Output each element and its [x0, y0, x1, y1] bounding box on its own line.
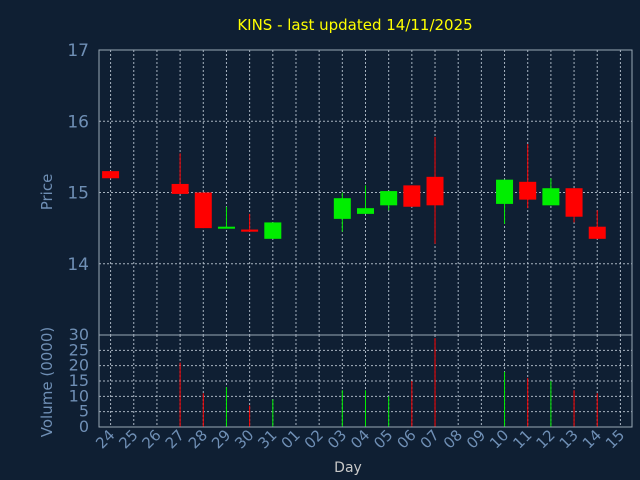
candle-body [241, 229, 259, 232]
candle-24 [102, 171, 120, 179]
price-axis: 14 15 16 17 [67, 41, 89, 275]
x-tick-label: 15 [602, 426, 628, 452]
price-tick-label: 14 [67, 255, 89, 275]
volume-tick-label: 10 [69, 386, 89, 405]
volume-tick-label: 30 [69, 325, 89, 344]
candle-body [264, 222, 282, 239]
candle-body [542, 188, 560, 206]
candle-body [496, 179, 514, 204]
x-axis-label: Day [334, 460, 362, 476]
candle-27 [171, 153, 189, 194]
candle-body [426, 176, 444, 206]
candle-07 [426, 136, 444, 244]
candles [102, 136, 606, 244]
price-axis-label: Price [38, 174, 56, 211]
volume-tick-label: 0 [79, 417, 89, 436]
volume-tick-label: 5 [79, 402, 89, 421]
candle-05 [380, 191, 398, 211]
candle-body [519, 181, 537, 200]
candle-body [194, 192, 212, 229]
volume-axis-label: Volume (0000) [38, 327, 56, 437]
volume-tick-label: 15 [69, 371, 89, 390]
candle-04 [357, 185, 374, 214]
candle-body [357, 208, 374, 214]
candle-29 [217, 206, 235, 229]
price-tick-label: 15 [67, 184, 89, 204]
candle-12 [542, 178, 560, 206]
candle-body [333, 198, 351, 219]
candle-31 [264, 222, 282, 239]
candle-13 [565, 188, 583, 223]
candle-body [403, 185, 421, 207]
candle-03 [333, 192, 351, 232]
price-tick-label: 16 [67, 112, 89, 132]
volume-bars [179, 338, 598, 427]
volume-panel-frame [98, 334, 633, 428]
volume-tick-label: 25 [69, 340, 89, 359]
candle-14 [588, 210, 606, 239]
candle-body [171, 183, 189, 194]
price-tick-label: 17 [67, 41, 89, 61]
candle-30 [241, 213, 259, 232]
candle-body [588, 226, 606, 239]
candle-body [380, 191, 398, 206]
candle-11 [519, 144, 537, 209]
chart-title: KINS - last updated 14/11/2025 [237, 16, 472, 34]
candle-28 [194, 192, 212, 229]
candle-body [102, 171, 120, 179]
x-axis: 2425262728293031010203040506070809101112… [92, 426, 628, 452]
volume-tick-label: 20 [69, 356, 89, 375]
candle-10 [496, 179, 514, 224]
candle-06 [403, 185, 421, 207]
candle-body [217, 226, 235, 229]
candle-body [565, 188, 583, 217]
